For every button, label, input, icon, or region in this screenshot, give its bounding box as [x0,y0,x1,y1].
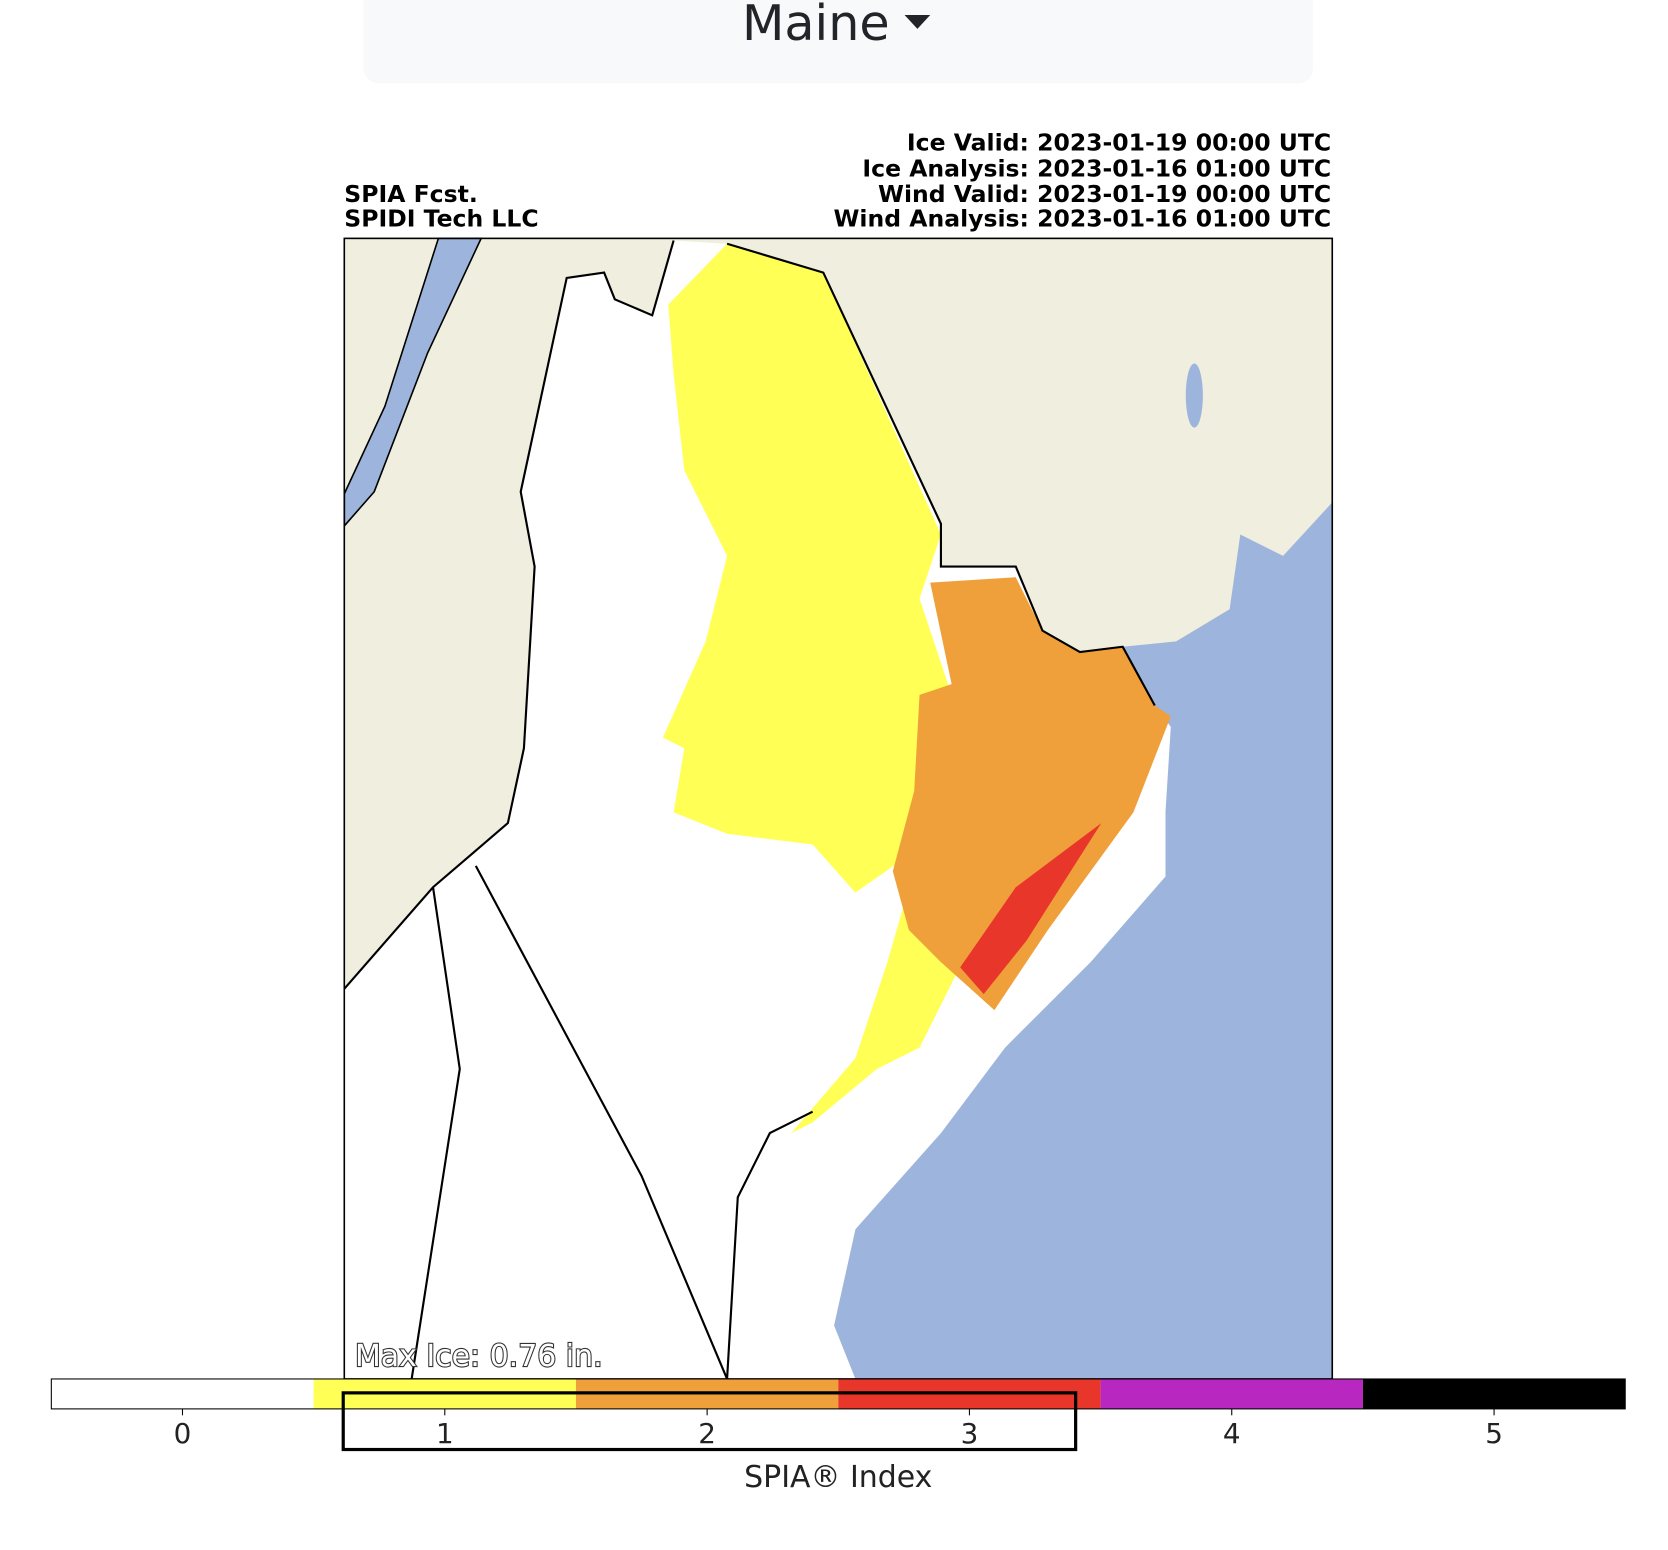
spia-3-area [960,823,1102,995]
tick-label: 0 [174,1417,192,1450]
header-left: SPIA Fcst. [344,180,478,208]
colorbar-segment [1362,1378,1626,1409]
river [343,237,483,529]
colorbar-frame [50,1378,1626,1410]
region-dropdown[interactable]: Maine [363,0,1314,84]
header-right: Ice Analysis: 2023-01-16 01:00 UTC [862,154,1331,182]
highlight-box [341,1391,1078,1452]
tick-label: 3 [961,1417,979,1450]
colorbar-segment [51,1378,314,1409]
header-left: SPIDI Tech LLC [344,205,538,233]
header-right: Ice Valid: 2023-01-19 00:00 UTC [907,129,1331,157]
tick-label: 1 [436,1417,454,1450]
spia-1-area [791,887,963,1134]
dropdown-label[interactable]: Maine [742,0,890,52]
spia-2-area [892,577,1171,1011]
tick-label: 5 [1485,1417,1503,1450]
colorbar: 0 1 2 3 4 5 [50,1378,1626,1450]
ocean [834,502,1333,1379]
dropdown-caret[interactable] [904,14,931,29]
header-right: Wind Valid: 2023-01-19 00:00 UTC [878,180,1331,208]
colorbar-segment [1100,1378,1363,1409]
header-right: Wind Analysis: 2023-01-16 01:00 UTC [833,205,1331,233]
borders [343,240,1156,1380]
map-annotation: Max Ice: 0.76 in. [355,1339,603,1374]
lake [1185,363,1203,428]
tick-label: 4 [1223,1417,1241,1450]
dropdown-box[interactable] [363,0,1314,84]
spia-1-area [662,243,952,893]
colorbar-label: SPIA® Index [744,1460,932,1495]
tick-label: 2 [698,1417,716,1450]
map: Max Ice: 0.76 in. [343,237,1334,1380]
